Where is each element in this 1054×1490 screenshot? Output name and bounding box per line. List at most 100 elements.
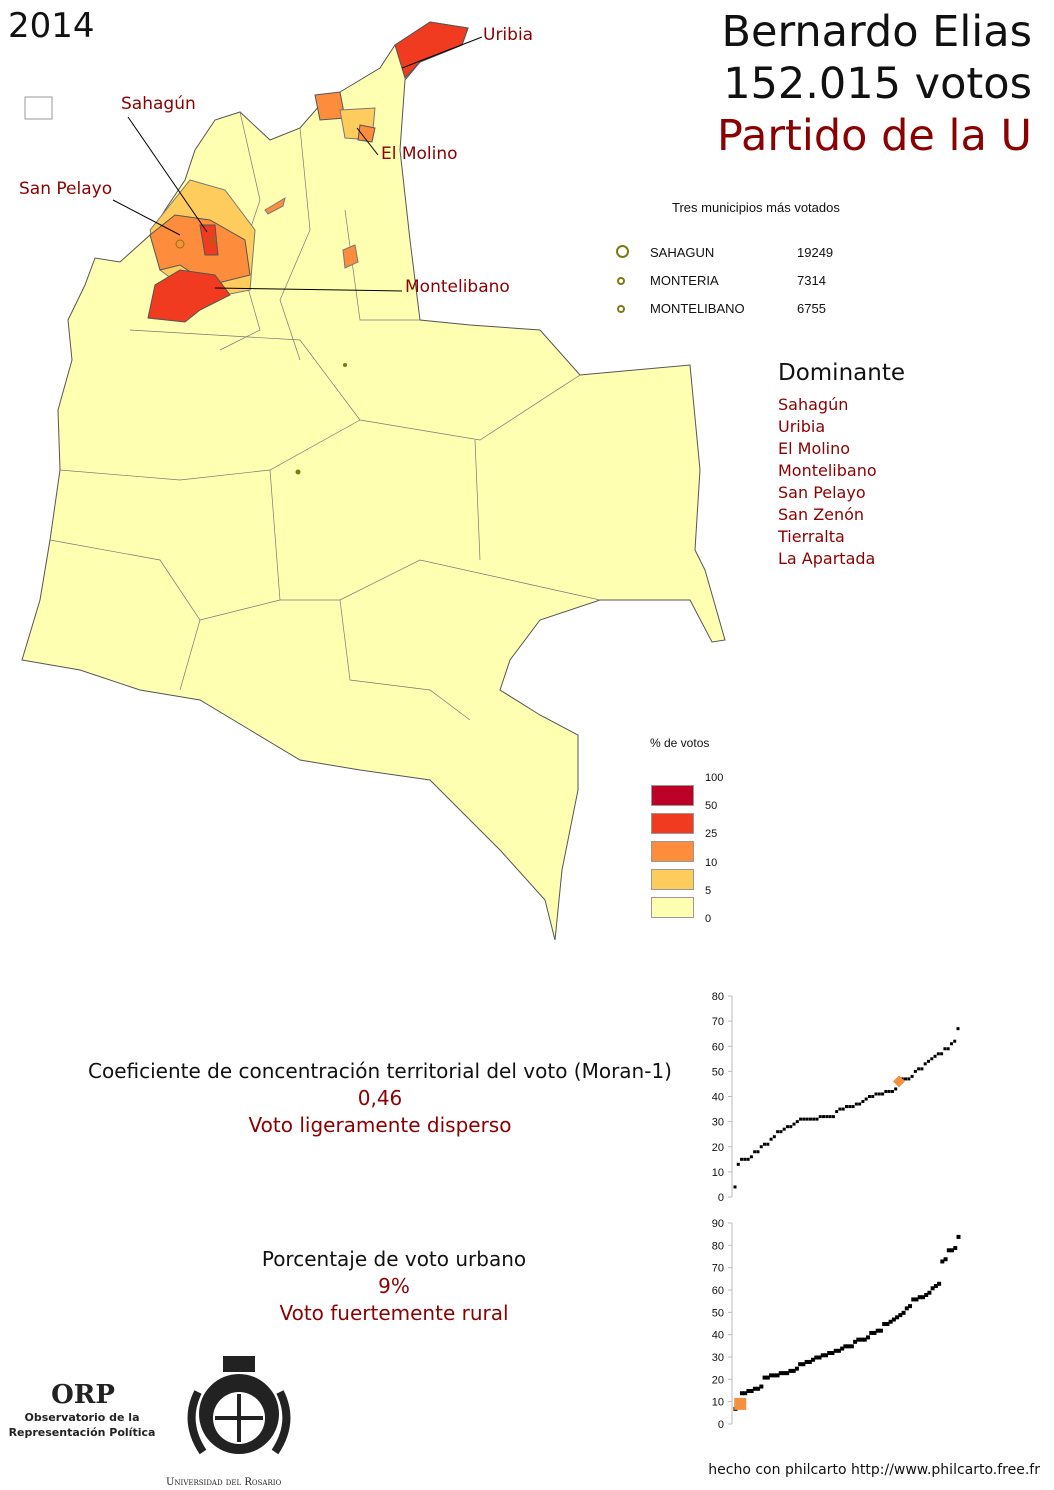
data-point	[869, 1330, 874, 1335]
list-item: El Molino	[778, 439, 851, 458]
inset-box	[24, 96, 53, 120]
data-point	[801, 1362, 806, 1367]
data-point	[776, 1130, 780, 1134]
data-point	[749, 1389, 754, 1393]
moran-block: Coeficiente de concentración territorial…	[60, 1058, 700, 1139]
data-point	[926, 1059, 930, 1063]
data-point	[808, 1117, 812, 1121]
data-point	[746, 1389, 751, 1393]
data-point	[895, 1315, 900, 1320]
data-point	[769, 1373, 774, 1378]
data-point	[882, 1322, 887, 1326]
data-point	[917, 1067, 921, 1071]
y-tick-label: 10	[712, 1397, 724, 1409]
year-label: 2014	[8, 6, 95, 46]
credit-text: hecho con philcarto http://www.philcarto…	[708, 1462, 1040, 1478]
title-block: Bernardo Elias 152.015 votos Partido de …	[717, 6, 1032, 162]
circle-icon	[617, 277, 625, 285]
data-point	[927, 1290, 932, 1295]
y-tick-label: 10	[712, 1167, 724, 1179]
data-point	[904, 1077, 908, 1081]
university-crest-icon	[187, 1356, 291, 1455]
circle-icon	[616, 245, 629, 258]
candidate-votes: 152.015 votos	[723, 59, 1032, 109]
y-tick-label: 20	[712, 1142, 724, 1154]
data-point	[798, 1362, 803, 1367]
y-tick-label: 50	[712, 1307, 724, 1319]
data-point	[743, 1157, 747, 1161]
list-item: San Pelayo	[778, 483, 866, 502]
data-point	[953, 1039, 957, 1043]
data-point	[775, 1373, 780, 1378]
data-point	[891, 1317, 896, 1322]
region-patch	[264, 196, 286, 215]
data-point	[904, 1306, 909, 1311]
data-point	[794, 1366, 799, 1371]
list-item: Sahagún	[778, 395, 849, 414]
data-point	[835, 1110, 839, 1114]
data-point	[887, 1089, 891, 1093]
legend-break: 100	[705, 772, 724, 784]
data-point	[920, 1295, 925, 1300]
data-point	[785, 1371, 790, 1376]
data-point	[940, 1052, 944, 1056]
data-point	[849, 1344, 854, 1349]
legend-swatch	[651, 869, 694, 890]
data-point	[766, 1142, 770, 1146]
data-point	[853, 1339, 858, 1344]
data-point	[785, 1125, 789, 1129]
data-point	[736, 1162, 740, 1166]
legend-break: 0	[705, 913, 712, 925]
vote-circle	[175, 239, 185, 249]
data-point	[828, 1115, 832, 1119]
list-item: La Apartada	[778, 549, 876, 568]
dominant-title: Dominante	[778, 360, 905, 386]
region-patch	[342, 244, 359, 269]
data-point	[792, 1122, 796, 1126]
map-legend: % de votos 100 50 25 10 5 0	[650, 736, 723, 925]
vote-circle	[209, 236, 217, 244]
list-item: San Zenón	[778, 505, 865, 524]
legend-title: % de votos	[650, 736, 710, 750]
data-point	[946, 1248, 951, 1253]
data-point	[908, 1304, 913, 1309]
urban-label: Porcentaje de voto urbano	[261, 1247, 527, 1271]
data-point	[822, 1115, 826, 1119]
data-point	[866, 1335, 871, 1340]
map-label-sahagun: Sahagún	[121, 94, 196, 114]
data-point	[831, 1115, 835, 1119]
data-point	[930, 1057, 934, 1061]
data-point	[778, 1371, 783, 1376]
data-point	[872, 1330, 877, 1335]
data-point	[765, 1375, 770, 1380]
data-point	[890, 1089, 894, 1093]
y-tick-label: 80	[712, 1240, 724, 1252]
data-point	[859, 1337, 864, 1342]
map-label-montelibano: Montelibano	[405, 277, 510, 297]
moran-chart: 0 10 20 30 40 50 60 70 80	[712, 991, 960, 1204]
municipality-votes: 19249	[797, 245, 834, 260]
municipality-votes: 6755	[797, 301, 826, 316]
y-tick-label: 50	[712, 1066, 724, 1078]
data-point	[923, 1062, 927, 1066]
data-point	[854, 1102, 858, 1106]
region-patch	[314, 91, 346, 121]
data-point	[845, 1105, 848, 1109]
data-point	[848, 1105, 852, 1109]
data-point	[836, 1348, 841, 1353]
data-point	[805, 1117, 809, 1121]
legend-swatch	[651, 841, 694, 862]
data-point	[877, 1092, 881, 1096]
list-item: Montelibano	[778, 461, 877, 480]
data-point	[956, 1234, 961, 1239]
data-point	[875, 1328, 880, 1333]
data-point	[871, 1095, 875, 1098]
data-point	[795, 1120, 799, 1124]
data-point	[789, 1125, 793, 1129]
data-point	[843, 1344, 848, 1349]
y-tick-label: 0	[718, 1419, 724, 1431]
data-point	[901, 1310, 906, 1315]
data-point	[943, 1047, 947, 1051]
data-point	[753, 1150, 757, 1154]
highlight-point	[734, 1397, 747, 1410]
